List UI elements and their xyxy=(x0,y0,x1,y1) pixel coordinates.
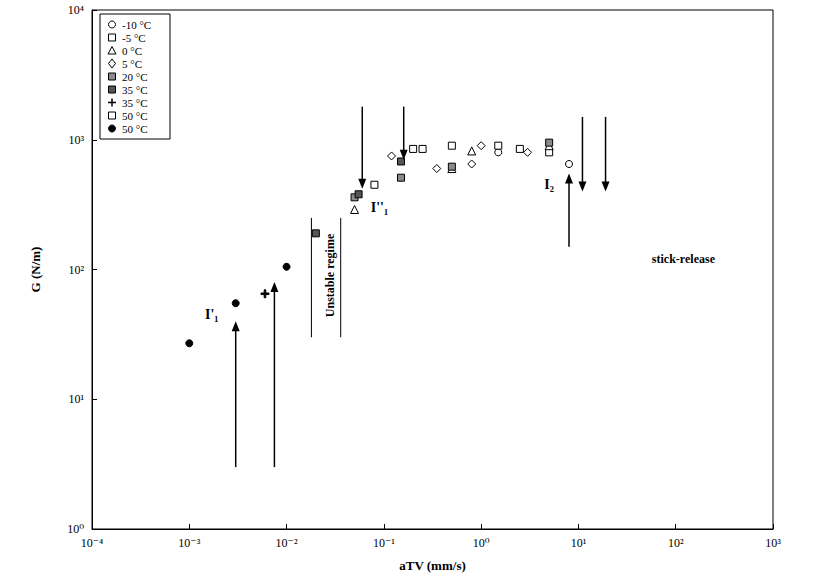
svg-text:10²: 10² xyxy=(668,536,684,550)
svg-text:10⁴: 10⁴ xyxy=(68,3,84,17)
svg-text:10¹: 10¹ xyxy=(68,392,84,406)
svg-text:-10 °C: -10 °C xyxy=(122,19,151,31)
svg-text:35 °C: 35 °C xyxy=(122,84,148,96)
svg-text:10¹: 10¹ xyxy=(571,536,587,550)
svg-text:5 °C: 5 °C xyxy=(122,58,142,70)
svg-text:-5 °C: -5 °C xyxy=(122,32,146,44)
svg-text:10⁻³: 10⁻³ xyxy=(178,536,200,550)
svg-text:stick-release: stick-release xyxy=(652,252,716,266)
svg-text:10⁻¹: 10⁻¹ xyxy=(373,536,395,550)
svg-text:0 °C: 0 °C xyxy=(122,45,142,57)
svg-text:aTV (mm/s): aTV (mm/s) xyxy=(399,558,466,573)
svg-text:I₂: I₂ xyxy=(544,177,554,192)
svg-text:10⁰: 10⁰ xyxy=(473,536,490,550)
svg-text:I''₁: I''₁ xyxy=(371,200,388,215)
svg-text:Unstable regime: Unstable regime xyxy=(323,233,337,317)
svg-text:10²: 10² xyxy=(68,263,84,277)
svg-text:10⁻²: 10⁻² xyxy=(276,536,298,550)
svg-text:10⁻⁴: 10⁻⁴ xyxy=(81,536,104,550)
svg-text:10³: 10³ xyxy=(68,133,84,147)
svg-text:G (N/m): G (N/m) xyxy=(28,247,43,293)
svg-text:50 °C: 50 °C xyxy=(122,123,148,135)
svg-text:20 °C: 20 °C xyxy=(122,71,148,83)
svg-text:50 °C: 50 °C xyxy=(122,110,148,122)
svg-text:10³: 10³ xyxy=(765,536,781,550)
svg-text:I'₁: I'₁ xyxy=(205,307,219,322)
svg-text:35 °C: 35 °C xyxy=(122,97,148,109)
svg-text:10⁰: 10⁰ xyxy=(67,522,84,536)
